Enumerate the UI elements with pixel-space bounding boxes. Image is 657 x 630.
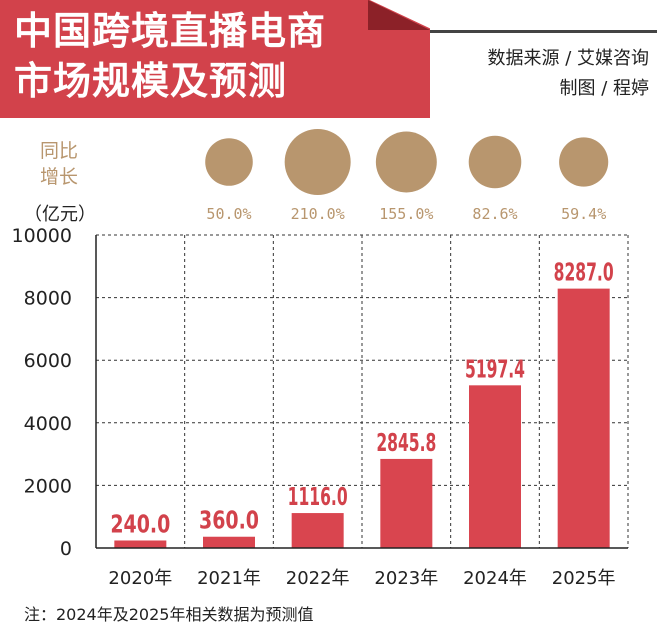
growth-bubble-2 (284, 129, 351, 195)
growth-rate-label-2: 210.0% (291, 205, 345, 223)
y-tick-label-1: 2000 (24, 475, 72, 497)
title-line-1: 中国跨境直播电商 (14, 9, 327, 53)
growth-rate-label-5: 59.4% (561, 205, 606, 223)
growth-bubble-3 (375, 131, 437, 193)
chart-title: 中国跨境直播电商 市场规模及预测 (14, 6, 374, 106)
bar-5 (557, 288, 610, 548)
y-tick-label-4: 8000 (24, 288, 72, 310)
x-tick-label-1: 2021年 (197, 568, 261, 589)
header-rule (430, 30, 657, 33)
y-tick-label-3: 6000 (24, 350, 72, 372)
bar-4 (469, 385, 521, 548)
bar-value-label-1: 360.0 (199, 506, 259, 535)
growth-rate-label-3: 155.0% (379, 205, 433, 223)
x-tick-label-4: 2024年 (463, 568, 527, 589)
growth-bubble-1 (205, 138, 253, 186)
bar-value-label-5: 8287.0 (554, 258, 614, 287)
growth-bubble-4 (468, 135, 522, 189)
growth-label-line-2: 增长 (40, 166, 79, 188)
bar-3 (380, 458, 433, 548)
x-tick-label-2: 2022年 (286, 568, 350, 589)
x-tick-label-3: 2023年 (374, 568, 438, 589)
credits: 数据来源 / 艾媒咨询 制图 / 程婷 (487, 44, 649, 104)
bar-value-label-4: 5197.4 (465, 354, 525, 383)
growth-rate-label-4: 82.6% (472, 205, 517, 223)
unit-label: （亿元） (24, 204, 96, 225)
growth-rate-label-1: 50.0% (206, 205, 251, 223)
bar-0 (114, 540, 167, 548)
y-tick-label-0: 0 (60, 538, 72, 560)
footnote: 注：2024年及2025年相关数据为预测值 (24, 605, 314, 624)
x-tick-label-0: 2020年 (108, 568, 172, 589)
bar-1 (203, 536, 255, 548)
bar-value-label-2: 1116.0 (288, 482, 348, 511)
bar-value-label-0: 240.0 (110, 509, 170, 538)
growth-bubble-5 (559, 137, 609, 187)
bar-2 (291, 513, 344, 548)
title-banner (0, 0, 430, 118)
growth-rate-label: 同比 增长 (40, 138, 100, 190)
bar-value-label-3: 2845.8 (376, 428, 436, 457)
author-credit: 制图 / 程婷 (559, 78, 649, 99)
title-line-2: 市场规模及预测 (14, 59, 288, 103)
growth-label-line-1: 同比 (40, 140, 79, 162)
y-tick-label-5: 10000 (12, 225, 72, 247)
x-tick-label-5: 2025年 (552, 568, 616, 589)
source-credit: 数据来源 / 艾媒咨询 (487, 48, 649, 69)
y-tick-label-2: 4000 (24, 413, 72, 435)
